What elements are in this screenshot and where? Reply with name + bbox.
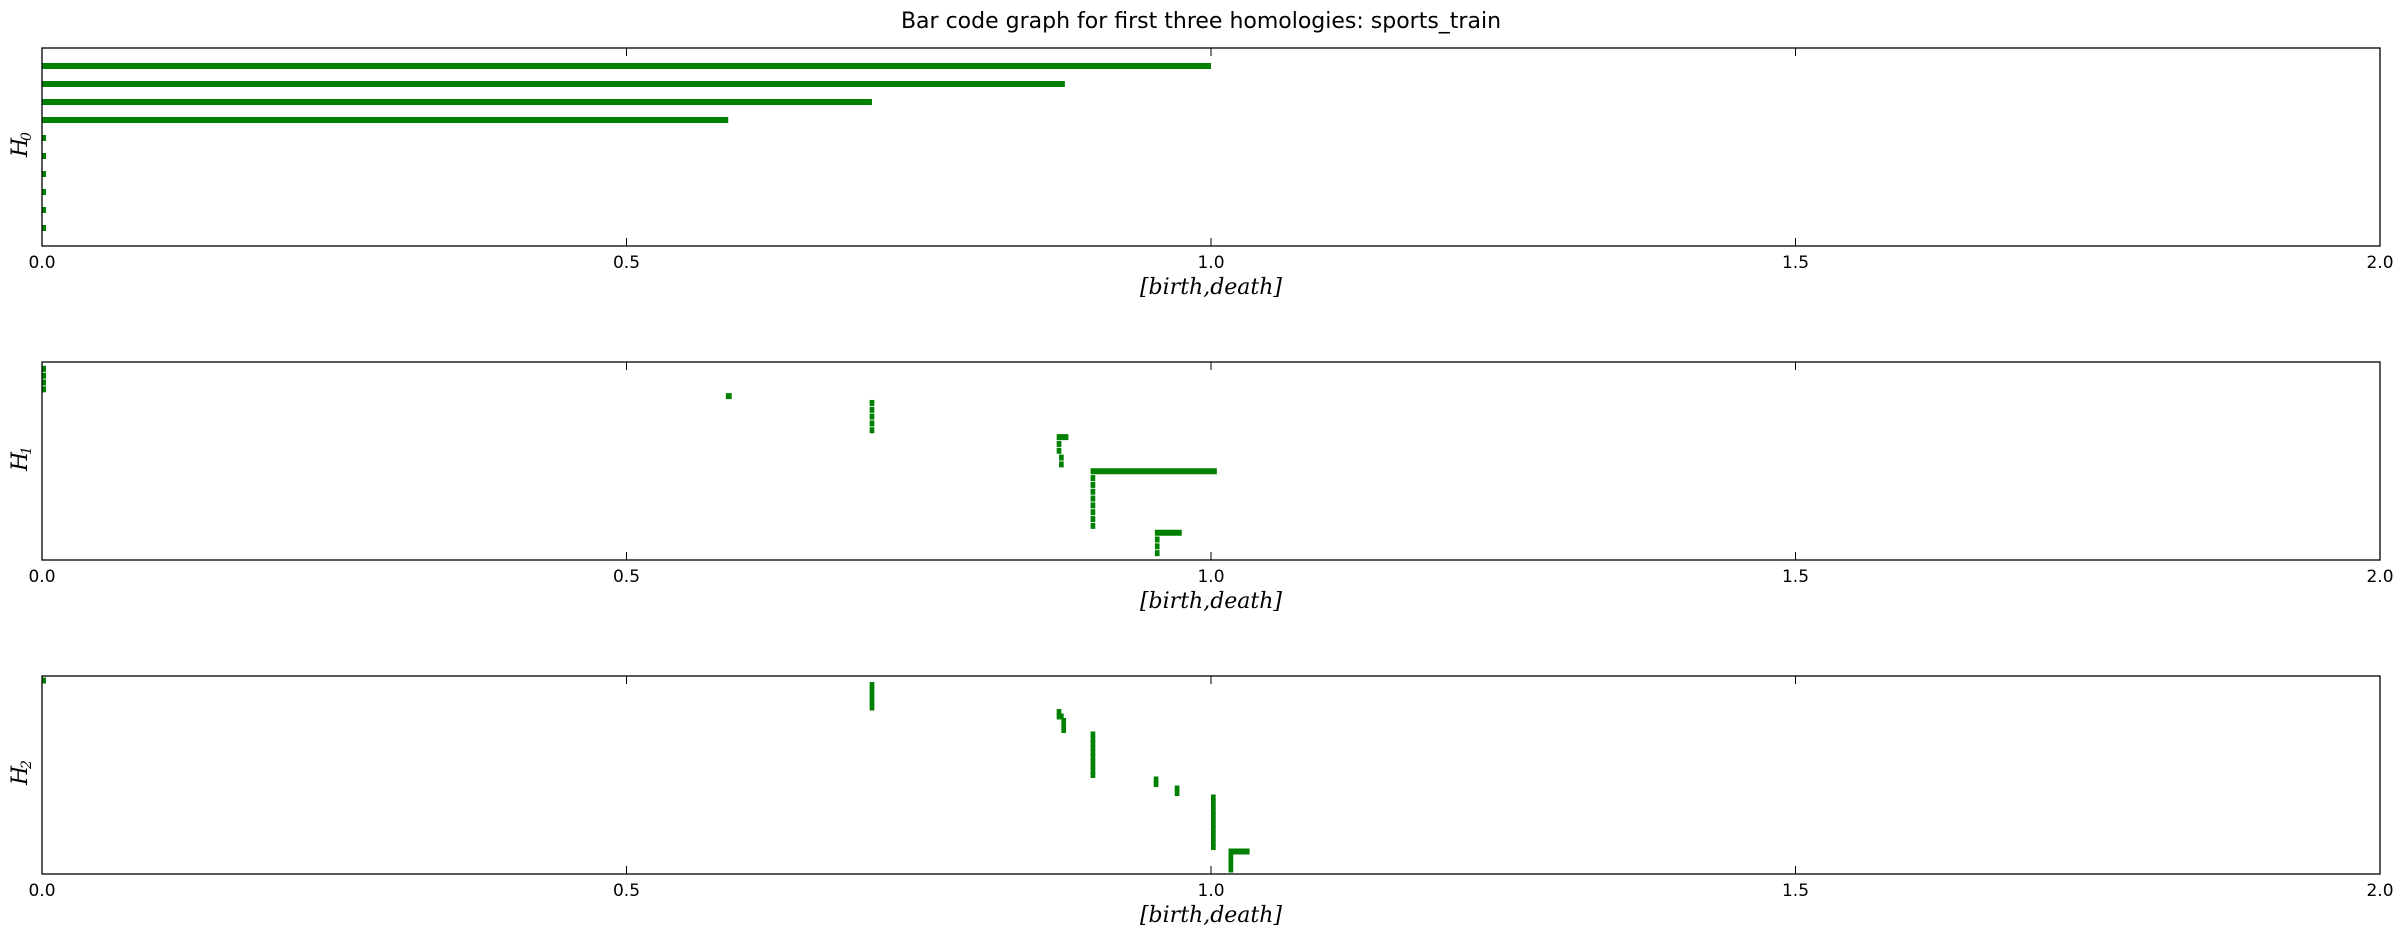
y-axis-label: H [8,765,33,786]
panel-h1: 0.0 0.5 1.0 1.5 2.0 [birth,death] H1 [8,361,2394,614]
panels-group: 0.0 0.5 1.0 1.5 2.0[birth,death]H00.0 0.5 1.0 1… [8,47,2394,928]
x-tick-label: 0.5 [613,881,640,901]
x-axis-label: [birth,death] [1140,589,1282,614]
chart-title: Bar code graph for first three homologie… [901,9,1501,34]
x-axis-label: [birth,death] [1140,903,1282,928]
x-tick-label: 1.5 [1782,881,1809,901]
y-axis-label-subscript: 0 [19,132,35,141]
panel-h0: 0.0 0.5 1.0 1.5 2.0 [birth,death] H0 [8,47,2394,300]
plot-frame [41,361,2381,561]
panel-h2: 0.0 0.5 1.0 1.5 2.0 [birth,death] H2 [8,675,2394,928]
plot-frame [41,47,2381,247]
x-tick-label: 0.0 [28,253,55,273]
x-tick-label: 0.5 [613,567,640,587]
x-tick-label: 1.5 [1782,253,1809,273]
y-axis-label: H [8,451,33,472]
x-tick-label: 0.0 [28,567,55,587]
x-tick-label: 1.0 [1197,567,1224,587]
x-tick-label: 2.0 [2366,253,2393,273]
x-tick-label: 1.5 [1782,567,1809,587]
x-tick-label: 1.0 [1197,253,1224,273]
x-tick-label: 2.0 [2366,881,2393,901]
x-tick-label: 0.0 [28,881,55,901]
x-tick-label: 0.5 [613,253,640,273]
x-tick-label: 1.0 [1197,881,1224,901]
x-tick-label: 2.0 [2366,567,2393,587]
y-axis-label-subscript: 2 [19,760,35,770]
y-axis-label-subscript: 1 [19,446,35,455]
x-axis-label: [birth,death] [1140,275,1282,300]
y-axis-label: H [8,137,33,158]
